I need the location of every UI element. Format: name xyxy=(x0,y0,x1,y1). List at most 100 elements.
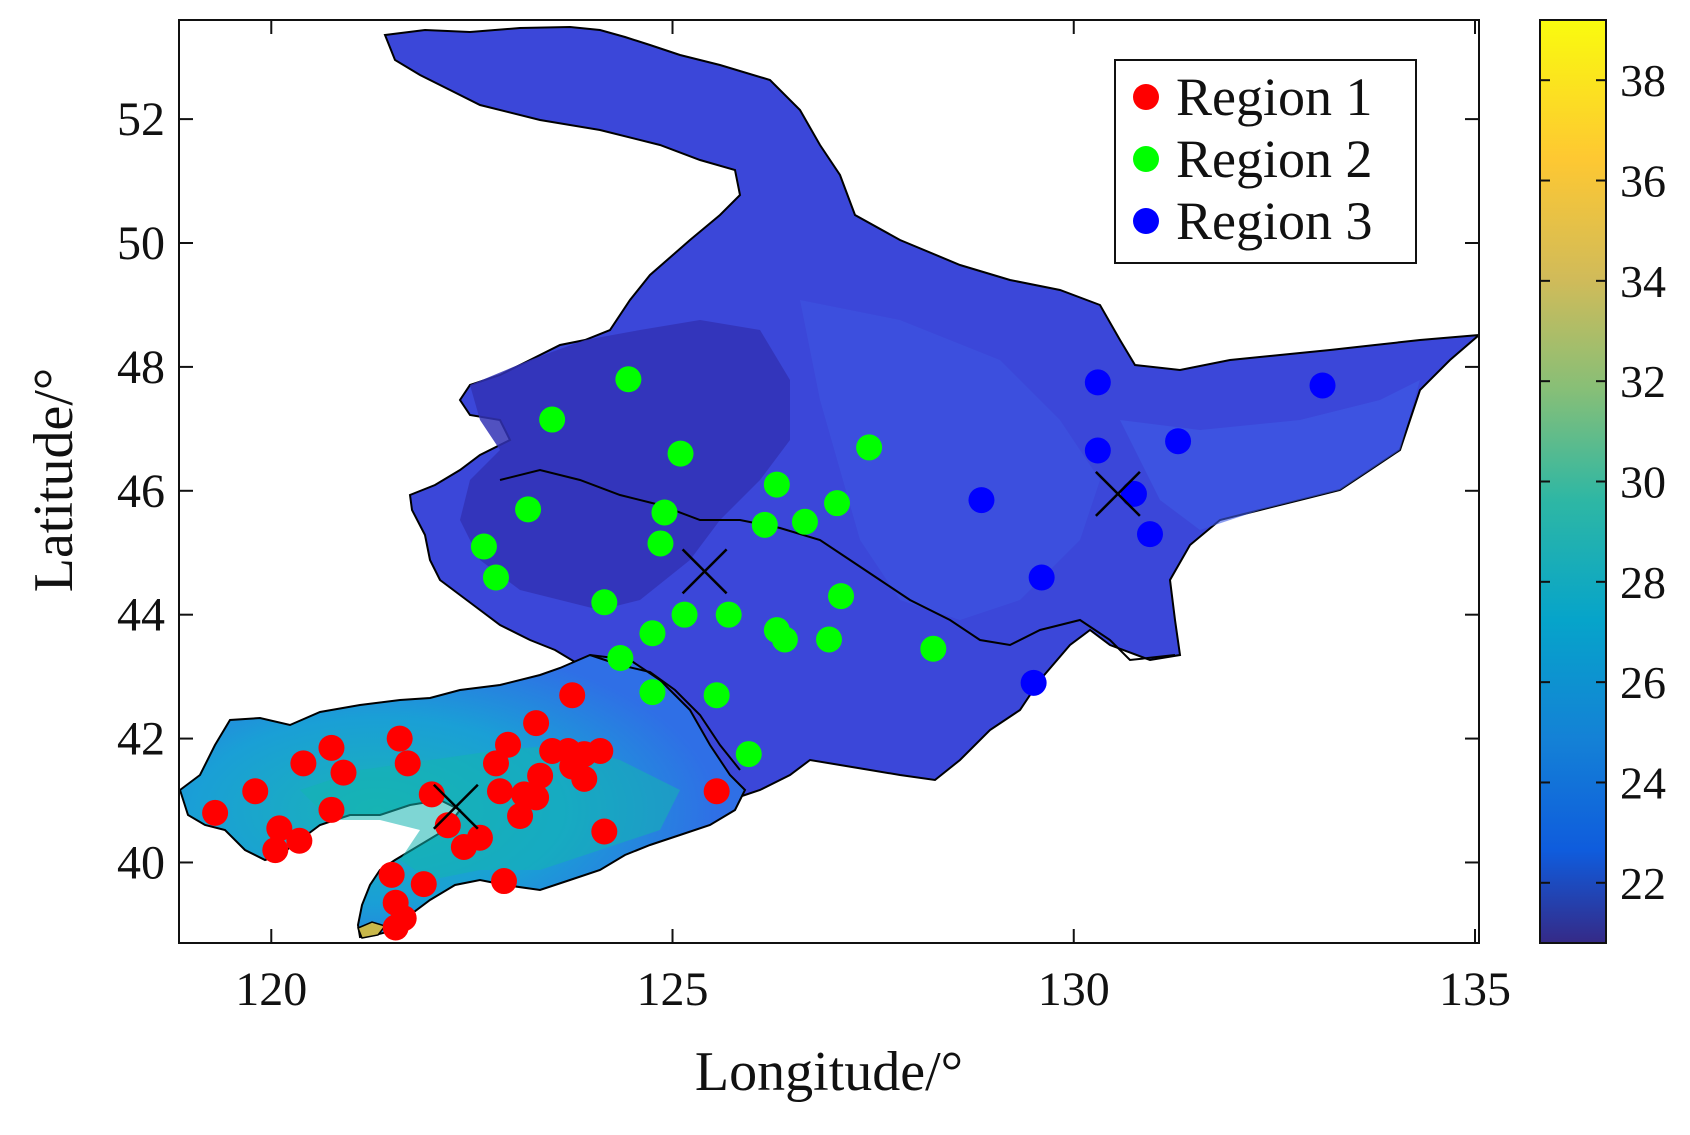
colorbar-gradient xyxy=(1539,19,1607,944)
point-series-1 xyxy=(591,818,618,845)
map-tip-hot xyxy=(357,921,387,939)
point-series-2 xyxy=(539,406,566,433)
centroid-x-stroke xyxy=(432,783,479,830)
legend-label: Region 1 xyxy=(1176,67,1373,127)
point-series-3 xyxy=(1165,428,1192,455)
point-series-2 xyxy=(703,682,730,709)
legend-label: Region 2 xyxy=(1176,129,1373,189)
point-series-2 xyxy=(482,564,509,591)
plot-frame xyxy=(178,19,1480,944)
colorbar-tick-label: 32 xyxy=(1620,356,1666,407)
colorbar-tick-label: 22 xyxy=(1620,858,1666,909)
colorbar-tick-label: 36 xyxy=(1620,156,1666,207)
y-tick-label: 52 xyxy=(117,93,165,146)
x-tick-label: 120 xyxy=(235,963,307,1016)
point-series-2 xyxy=(671,601,698,628)
legend-label: Region 3 xyxy=(1176,191,1373,251)
point-series-2 xyxy=(771,626,798,653)
colorbar-tick-label: 26 xyxy=(1620,657,1666,708)
point-series-2 xyxy=(920,635,947,662)
point-series-2 xyxy=(667,440,694,467)
legend-marker xyxy=(1133,208,1159,234)
point-series-2 xyxy=(791,508,818,535)
y-tick-label: 40 xyxy=(117,836,165,889)
map-zone-mid xyxy=(800,300,1100,620)
point-series-1 xyxy=(587,737,614,764)
centroid-x-marker xyxy=(681,548,728,595)
centroid-x-stroke xyxy=(1095,471,1141,517)
point-series-1 xyxy=(382,914,409,941)
point-series-1 xyxy=(523,784,550,811)
point-series-2 xyxy=(715,601,742,628)
centroid-x-marker xyxy=(1095,471,1141,517)
legend-marker xyxy=(1133,84,1159,110)
point-series-2 xyxy=(647,530,674,557)
centroid-x-stroke xyxy=(681,548,728,595)
point-series-3 xyxy=(1028,564,1055,591)
point-series-1 xyxy=(266,815,293,842)
point-series-3 xyxy=(1084,369,1111,396)
point-series-1 xyxy=(202,799,229,826)
point-series-2 xyxy=(816,626,842,653)
point-series-1 xyxy=(523,710,550,737)
x-tick-label: 135 xyxy=(1439,963,1511,1016)
point-series-1 xyxy=(527,762,554,789)
legend-marker xyxy=(1133,146,1159,172)
point-series-1 xyxy=(318,734,345,761)
point-series-2 xyxy=(651,499,678,526)
point-series-1 xyxy=(386,725,413,752)
point-series-1 xyxy=(703,778,730,805)
colorbar-tick-label: 24 xyxy=(1620,757,1666,808)
colorbar-tick-label: 34 xyxy=(1620,256,1666,307)
y-tick-label: 46 xyxy=(117,465,165,518)
point-series-3 xyxy=(1020,669,1047,696)
point-series-2 xyxy=(735,741,762,768)
y-axis-label: Latitude/° xyxy=(23,368,85,593)
point-series-1 xyxy=(491,868,517,895)
map-zone-dark xyxy=(460,320,790,610)
point-series-1 xyxy=(330,759,357,786)
colorbar-tick-label: 38 xyxy=(1620,55,1666,106)
point-series-1 xyxy=(242,778,269,805)
internal-boundary-2 xyxy=(499,468,1176,662)
point-series-1 xyxy=(262,837,289,864)
point-series-2 xyxy=(639,620,666,647)
point-series-2 xyxy=(639,679,666,706)
point-series-1 xyxy=(559,682,586,709)
point-series-1 xyxy=(434,812,461,839)
point-series-3 xyxy=(1120,480,1147,507)
point-series-3 xyxy=(968,487,995,514)
point-series-1 xyxy=(290,750,317,777)
point-series-2 xyxy=(470,533,497,560)
point-series-1 xyxy=(482,750,509,777)
point-series-3 xyxy=(1309,372,1336,399)
colorbar-tick-label: 28 xyxy=(1620,557,1666,608)
point-series-3 xyxy=(1084,437,1111,464)
point-series-1 xyxy=(378,861,405,888)
y-tick-label: 50 xyxy=(117,217,165,270)
point-series-2 xyxy=(615,366,642,393)
map-zone-east xyxy=(1120,380,1420,530)
x-tick-label: 130 xyxy=(1038,963,1110,1016)
point-series-1 xyxy=(507,803,534,830)
x-axis-label: Longitude/° xyxy=(695,1041,963,1103)
point-series-2 xyxy=(824,490,851,517)
point-series-2 xyxy=(515,496,542,523)
point-series-2 xyxy=(591,589,618,616)
y-tick-label: 44 xyxy=(117,589,165,642)
points-layer xyxy=(202,366,1336,941)
colorbar-tick-label: 30 xyxy=(1620,457,1666,508)
point-series-1 xyxy=(286,827,313,854)
point-series-2 xyxy=(763,471,790,498)
x-tick-label: 125 xyxy=(637,963,709,1016)
map-layer xyxy=(179,25,1479,939)
point-series-1 xyxy=(466,824,493,851)
point-series-2 xyxy=(828,583,855,610)
point-series-2 xyxy=(856,434,883,461)
point-series-2 xyxy=(751,511,778,538)
centroid-x-marker xyxy=(432,783,479,830)
point-series-3 xyxy=(1136,521,1163,548)
point-series-1 xyxy=(486,778,513,805)
